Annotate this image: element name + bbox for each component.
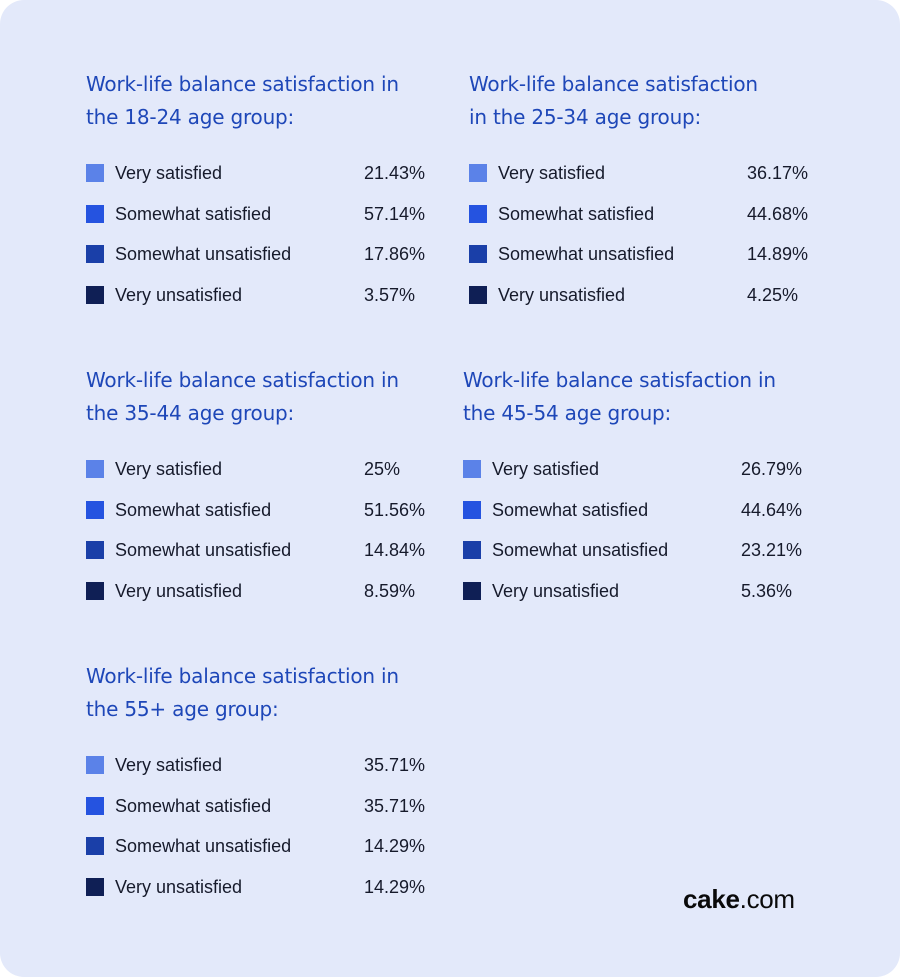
group-title: Work-life balance satisfaction in the 18… xyxy=(86,72,399,129)
value: 44.68% xyxy=(747,203,809,224)
value: 14.29% xyxy=(364,836,426,856)
swatch-very-unsatisfied xyxy=(463,581,481,600)
value: 8.59% xyxy=(364,580,416,601)
value: 57.14% xyxy=(364,203,426,224)
swatch-very-unsatisfied xyxy=(469,285,487,304)
legend-row-very-satisfied: Very satisfied 36.17% xyxy=(469,163,819,205)
value: 14.29% xyxy=(364,876,426,897)
swatch-very-satisfied xyxy=(463,460,481,478)
legend-row-very-unsatisfied: Very unsatisfied 14.29% xyxy=(86,876,436,919)
value: 35.71% xyxy=(364,755,426,775)
legend-row-very-unsatisfied: Very unsatisfied 3.57% xyxy=(86,284,436,327)
value: 3.57% xyxy=(364,284,416,305)
swatch-somewhat-unsatisfied xyxy=(463,541,481,559)
value: 14.84% xyxy=(364,540,426,560)
legend-row-somewhat-unsatisfied: Somewhat unsatisfied 17.86% xyxy=(86,244,436,286)
group-title: Work-life balance satisfaction in the 45… xyxy=(463,368,776,425)
legend-row-somewhat-unsatisfied: Somewhat unsatisfied 14.89% xyxy=(469,244,819,286)
legend-row-very-unsatisfied: Very unsatisfied 8.59% xyxy=(86,580,436,623)
legend-row-somewhat-satisfied: Somewhat satisfied 57.14% xyxy=(86,203,436,246)
value: 14.89% xyxy=(747,244,809,264)
value: 23.21% xyxy=(741,540,803,560)
group-45-54: Work-life balance satisfaction in the 45… xyxy=(463,364,813,622)
swatch-somewhat-satisfied xyxy=(469,204,487,223)
value: 4.25% xyxy=(747,284,799,305)
legend-row-somewhat-unsatisfied: Somewhat unsatisfied 23.21% xyxy=(463,540,813,582)
value: 17.86% xyxy=(364,244,426,264)
value: 35.71% xyxy=(364,795,426,816)
swatch-somewhat-satisfied xyxy=(86,204,104,223)
value: 44.64% xyxy=(741,499,803,520)
legend-row-very-satisfied: Very satisfied 25% xyxy=(86,459,436,501)
group-title: Work-life balance satisfaction in the 35… xyxy=(86,368,399,425)
value: 36.17% xyxy=(747,163,809,183)
swatch-somewhat-unsatisfied xyxy=(86,541,104,559)
swatch-very-unsatisfied xyxy=(86,877,104,896)
legend-row-somewhat-unsatisfied: Somewhat unsatisfied 14.84% xyxy=(86,540,436,582)
legend-row-somewhat-satisfied: Somewhat satisfied 44.68% xyxy=(469,203,819,246)
legend-row-very-satisfied: Very satisfied 35.71% xyxy=(86,755,436,797)
legend-row-somewhat-unsatisfied: Somewhat unsatisfied 14.29% xyxy=(86,836,436,878)
swatch-somewhat-satisfied xyxy=(463,500,481,519)
legend-row-very-satisfied: Very satisfied 21.43% xyxy=(86,163,436,205)
swatch-very-unsatisfied xyxy=(86,285,104,304)
value: 25% xyxy=(364,459,401,479)
value: 5.36% xyxy=(741,580,793,601)
swatch-somewhat-satisfied xyxy=(86,796,104,815)
legend-row-very-unsatisfied: Very unsatisfied 5.36% xyxy=(463,580,813,623)
swatch-very-satisfied xyxy=(86,460,104,478)
group-18-24: Work-life balance satisfaction in the 18… xyxy=(86,68,436,326)
cake-logo: cake.com xyxy=(683,884,795,914)
legend-row-very-unsatisfied: Very unsatisfied 4.25% xyxy=(469,284,819,327)
group-25-34: Work-life balance satisfaction in the 25… xyxy=(469,68,819,326)
swatch-somewhat-unsatisfied xyxy=(86,245,104,263)
swatch-somewhat-satisfied xyxy=(86,500,104,519)
swatch-very-satisfied xyxy=(469,164,487,182)
group-title: Work-life balance satisfaction in the 25… xyxy=(469,72,758,129)
legend-row-very-satisfied: Very satisfied 26.79% xyxy=(463,459,813,501)
swatch-very-satisfied xyxy=(86,756,104,774)
swatch-somewhat-unsatisfied xyxy=(86,837,104,855)
group-title: Work-life balance satisfaction in the 55… xyxy=(86,664,399,721)
swatch-somewhat-unsatisfied xyxy=(469,245,487,263)
value: 26.79% xyxy=(741,459,803,479)
value: 21.43% xyxy=(364,163,426,183)
legend-row-somewhat-satisfied: Somewhat satisfied 44.64% xyxy=(463,499,813,542)
group-55-plus: Work-life balance satisfaction in the 55… xyxy=(86,660,436,918)
swatch-very-satisfied xyxy=(86,164,104,182)
legend-row-somewhat-satisfied: Somewhat satisfied 51.56% xyxy=(86,499,436,542)
swatch-very-unsatisfied xyxy=(86,581,104,600)
legend-row-somewhat-satisfied: Somewhat satisfied 35.71% xyxy=(86,795,436,838)
group-35-44: Work-life balance satisfaction in the 35… xyxy=(86,364,436,622)
value: 51.56% xyxy=(364,499,426,520)
